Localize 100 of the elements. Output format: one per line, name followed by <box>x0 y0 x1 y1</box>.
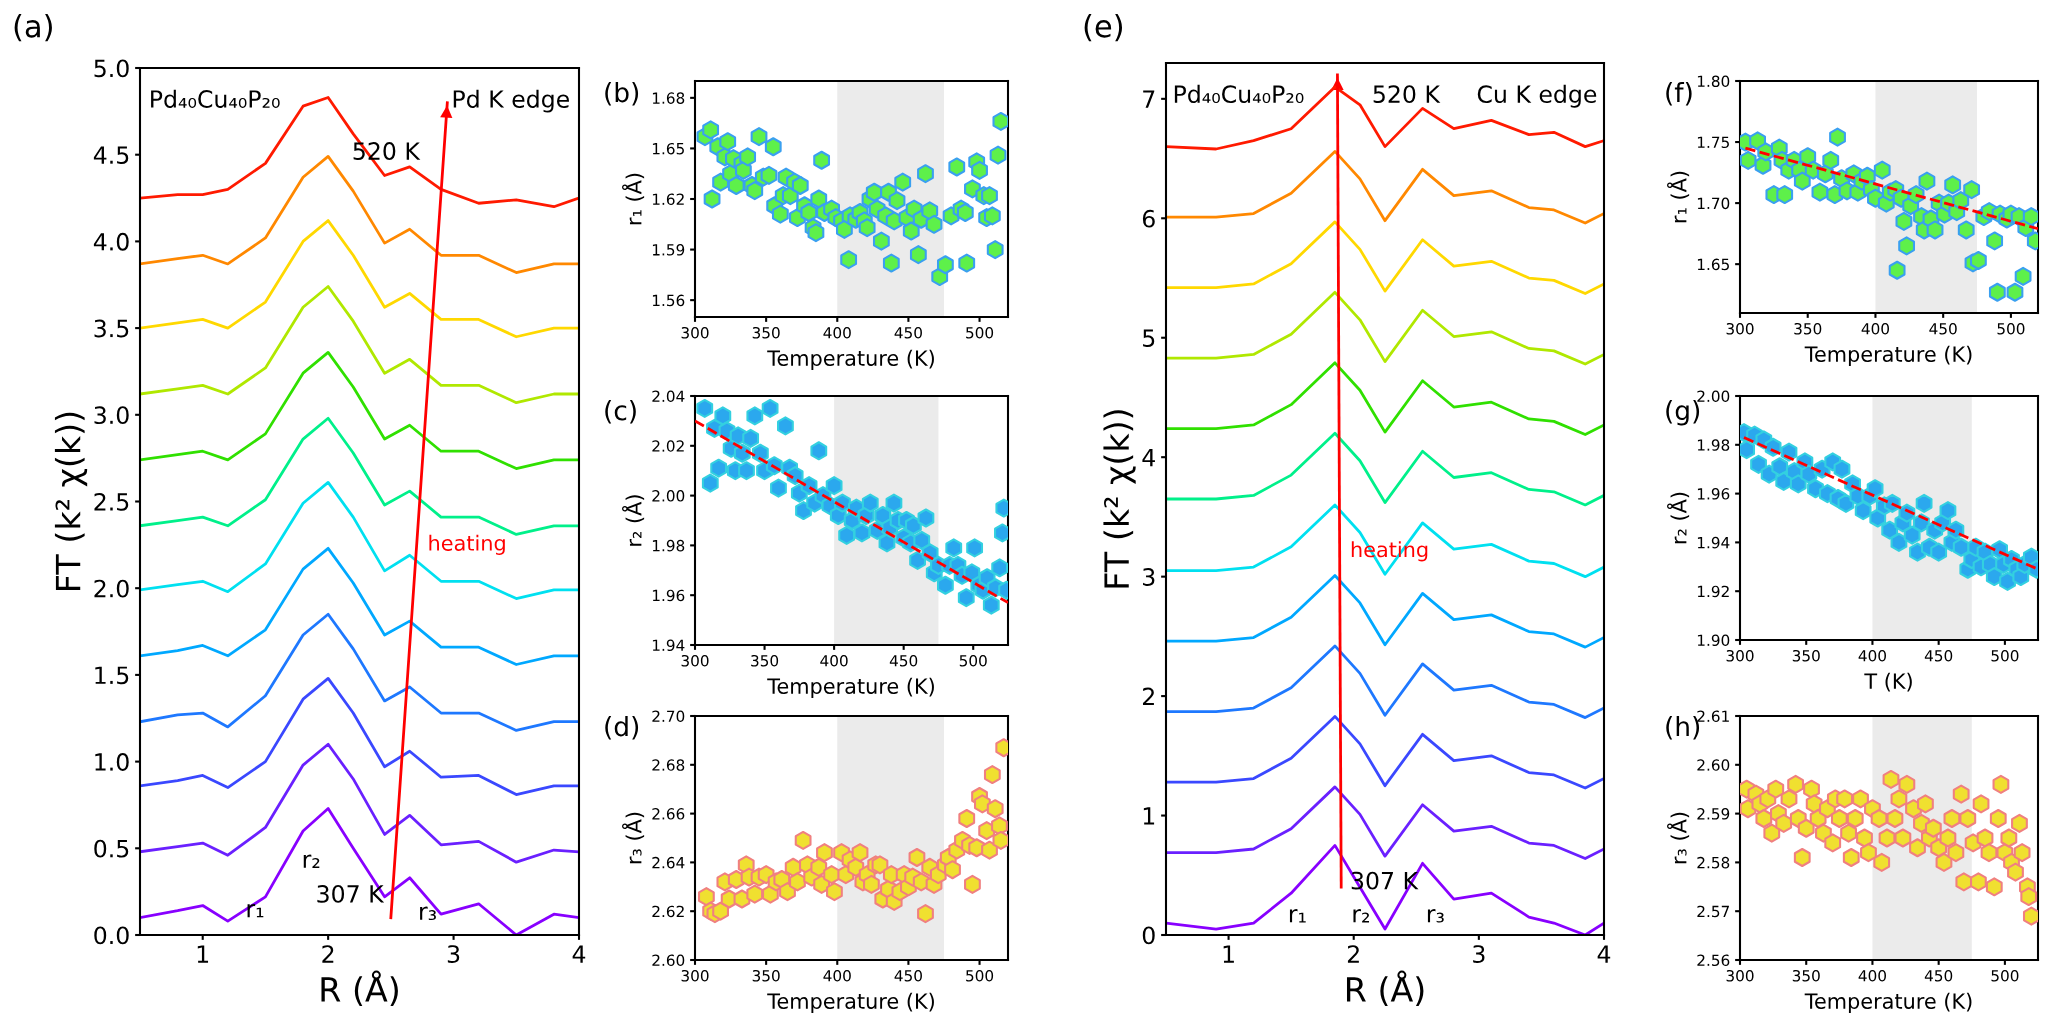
y-tick-label: 5.0 <box>94 59 129 78</box>
y-tick-label: 1.75 <box>1697 136 1729 149</box>
x-tick-label: 4 <box>572 945 586 963</box>
y-tick-label: 1.65 <box>1697 258 1729 271</box>
line-series <box>1166 503 1604 579</box>
x-tick-label: 4 <box>1597 945 1611 963</box>
y-tick-label: 1.92 <box>1697 585 1729 598</box>
text: (e) <box>1084 14 1123 42</box>
y-tick-label: 1.98 <box>1697 439 1730 451</box>
line-series <box>1166 361 1604 436</box>
y-tick-label: 5 <box>1143 329 1155 348</box>
line-series <box>140 481 579 600</box>
y-axis-title: FT (k² χ(k)) <box>54 412 88 590</box>
line-series <box>1166 644 1604 719</box>
annotation: heating <box>429 534 505 555</box>
line-series <box>1166 715 1604 790</box>
x-tick-label: 400 <box>823 969 851 982</box>
y-tick-label: 1.62 <box>652 193 684 206</box>
line-series <box>1166 150 1604 225</box>
y-tick-label: 2.62 <box>652 905 684 918</box>
annotation: 520 K <box>1373 85 1441 104</box>
y-tick-label: 1.59 <box>652 244 685 256</box>
x-tick-label: 350 <box>1794 322 1822 335</box>
x-tick-label: 350 <box>1792 649 1820 662</box>
line-series <box>140 416 579 536</box>
x-tick-label: 350 <box>752 326 780 339</box>
y-tick-label: 4 <box>1142 448 1155 467</box>
x-axis-title: Temperature (K) <box>767 677 934 698</box>
x-tick-label: 500 <box>959 654 987 667</box>
y-tick-label: 0.5 <box>94 839 129 858</box>
y-tick-label: 7 <box>1143 90 1155 108</box>
x-tick-label: 450 <box>1924 969 1953 982</box>
y-tick-label: 2.0 <box>94 579 129 598</box>
x-tick-label: 450 <box>894 969 922 982</box>
text: (a) <box>14 14 52 42</box>
x-tick-label: 300 <box>681 969 709 982</box>
x-tick-label: 300 <box>1726 969 1754 982</box>
y-tick-label: 2 <box>1142 687 1154 706</box>
y-tick-label: 1.94 <box>652 639 685 652</box>
text: (f) <box>1666 82 1692 106</box>
annotation: r₃ <box>1427 909 1444 923</box>
y-tick-label: 1.98 <box>652 539 685 552</box>
x-tick-label: 3 <box>447 945 460 963</box>
y-axis-title: r₁ (Å) <box>1667 171 1690 223</box>
x-tick-label: 500 <box>966 969 994 982</box>
x-tick-label: 2 <box>322 945 334 963</box>
x-axis-title: Temperature (K) <box>1804 992 1972 1013</box>
line-series <box>140 219 579 339</box>
x-axis-title: R (Å) <box>321 970 398 1006</box>
x-tick-label: 300 <box>1726 322 1754 335</box>
y-axis-title: r₁ (Å) <box>622 173 645 225</box>
x-axis-title: Temperature (K) <box>767 349 934 370</box>
x-tick-label: 350 <box>752 969 780 982</box>
annotation: r₁ <box>247 904 264 918</box>
line-series <box>1166 574 1604 649</box>
x-tick-label: 3 <box>1473 945 1485 963</box>
line-series <box>140 612 579 732</box>
y-tick-label: 1.0 <box>95 753 129 771</box>
y-tick-label: 2.02 <box>652 440 684 452</box>
y-tick-label: 2.61 <box>1697 710 1729 723</box>
x-axis-title: Temperature (K) <box>767 992 934 1013</box>
y-axis-title: FT (k² χ(k)) <box>1103 410 1136 588</box>
annotation: r₂ <box>1353 909 1370 923</box>
y-tick-label: 1.5 <box>95 666 129 685</box>
annotation: Cu K edge <box>1477 84 1597 108</box>
x-tick-label: 400 <box>1861 322 1890 335</box>
text: (d) <box>605 716 639 740</box>
x-tick-label: 2 <box>1347 945 1359 963</box>
y-tick-label: 4.5 <box>93 146 129 165</box>
text: (h) <box>1666 716 1700 740</box>
y-tick-label: 2.60 <box>1697 759 1730 771</box>
y-tick-label: 1.68 <box>652 92 685 104</box>
y-tick-label: 0.0 <box>94 926 129 945</box>
annotation: r₃ <box>420 906 436 921</box>
y-tick-label: 2.57 <box>1697 905 1729 918</box>
y-tick-label: 2.70 <box>652 710 685 723</box>
y-axis-title: r₃ (Å) <box>1667 812 1690 864</box>
y-tick-label: 1.96 <box>652 589 685 602</box>
line-series <box>140 285 579 405</box>
x-tick-label: 500 <box>966 326 994 339</box>
x-tick-label: 1 <box>1223 945 1234 963</box>
x-tick-label: 450 <box>1924 649 1953 662</box>
line-series <box>1166 220 1604 295</box>
x-tick-label: 500 <box>1997 322 2025 335</box>
y-tick-label: 1.70 <box>1697 197 1730 210</box>
line-series <box>1166 785 1604 860</box>
y-tick-label: 1 <box>1143 807 1155 825</box>
y-tick-label: 2.56 <box>1697 954 1730 967</box>
x-tick-label: 400 <box>823 326 851 339</box>
x-tick-label: 500 <box>1991 969 2019 982</box>
text: (c) <box>605 400 636 424</box>
y-tick-label: 2.64 <box>652 856 685 869</box>
y-tick-label: 1.96 <box>1697 488 1730 500</box>
y-tick-label: 0 <box>1142 926 1155 945</box>
y-tick-label: 1.80 <box>1697 75 1730 88</box>
y-tick-label: 3 <box>1143 568 1155 586</box>
text: (b) <box>605 82 639 106</box>
x-tick-label: 500 <box>1991 649 2019 662</box>
line-series <box>140 350 579 470</box>
y-tick-label: 2.00 <box>652 490 685 502</box>
